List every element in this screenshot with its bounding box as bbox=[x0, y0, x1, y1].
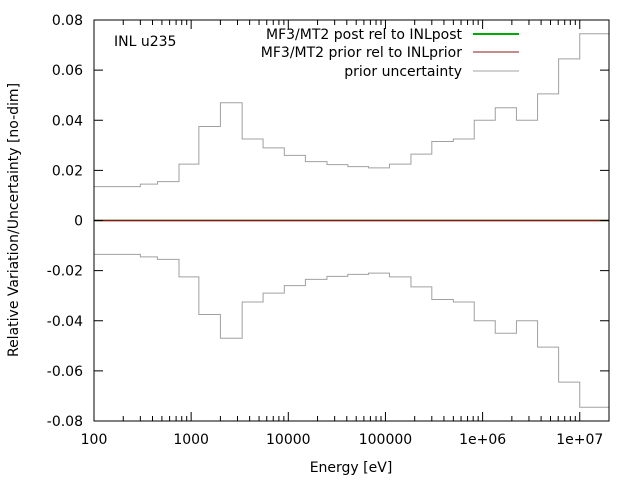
series-prior-uncertainty-lower bbox=[94, 253, 609, 408]
y-tick-label: 0.06 bbox=[52, 63, 83, 79]
y-tick-label: -0.08 bbox=[47, 414, 83, 430]
x-tick-label: 1e+06 bbox=[459, 432, 506, 448]
x-tick-label: 1e+07 bbox=[556, 432, 603, 448]
x-tick-label: 1000 bbox=[173, 432, 209, 448]
series-prior-uncertainty-upper bbox=[94, 33, 609, 188]
chart-annotation: INL u235 bbox=[114, 34, 176, 50]
legend: MF3/MT2 post rel to INLpost MF3/MT2 prior… bbox=[261, 27, 519, 80]
x-tick-labels: 100 1000 10000 100000 1e+06 1e+07 bbox=[81, 432, 604, 448]
y-tick-labels: 0.08 0.06 0.04 0.02 0 -0.02 -0.04 -0.06 -0.08 bbox=[47, 13, 83, 430]
x-tick-label: 100000 bbox=[359, 432, 412, 448]
x-tick-label: 100 bbox=[81, 432, 108, 448]
ticks-layer bbox=[93, 19, 609, 422]
x-tick-label: 10000 bbox=[266, 432, 311, 448]
y-axis-label: Relative Variation/Uncertainty [no-dim] bbox=[6, 83, 22, 357]
y-tick-label: 0 bbox=[74, 214, 83, 230]
legend-label: MF3/MT2 prior rel to INLprior bbox=[261, 45, 462, 61]
y-tick-label: 0.02 bbox=[52, 163, 83, 179]
y-tick-label: 0.04 bbox=[52, 113, 83, 129]
y-tick-label: -0.02 bbox=[47, 264, 83, 280]
y-tick-label: -0.04 bbox=[47, 314, 83, 330]
x-axis-label: Energy [eV] bbox=[310, 460, 393, 476]
legend-label: MF3/MT2 post rel to INLpost bbox=[266, 27, 462, 43]
y-tick-label: 0.08 bbox=[52, 13, 83, 29]
series-layer bbox=[94, 33, 609, 408]
y-tick-label: -0.06 bbox=[47, 364, 83, 380]
legend-label: prior uncertainty bbox=[344, 64, 462, 80]
